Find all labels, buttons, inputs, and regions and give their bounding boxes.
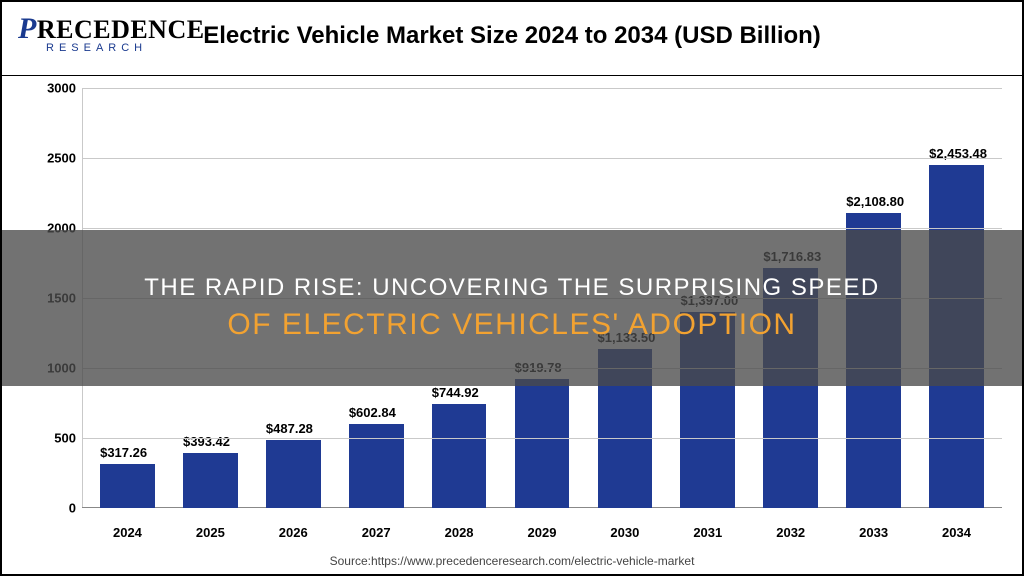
bar: $744.92 xyxy=(432,404,487,508)
chart-frame: PRECEDENCE RESEARCH Electric Vehicle Mar… xyxy=(0,0,1024,576)
x-tick-label: 2032 xyxy=(749,525,832,540)
x-tick-label: 2024 xyxy=(86,525,169,540)
bar: $393.42 xyxy=(183,453,238,508)
x-tick-label: 2029 xyxy=(501,525,584,540)
x-tick-label: 2027 xyxy=(335,525,418,540)
grid-line xyxy=(82,158,1002,159)
header: PRECEDENCE RESEARCH Electric Vehicle Mar… xyxy=(2,2,1022,76)
bar: $317.26 xyxy=(100,464,155,508)
headline-overlay: THE RAPID RISE: UNCOVERING THE SURPRISIN… xyxy=(2,230,1022,386)
headline-line-1: THE RAPID RISE: UNCOVERING THE SURPRISIN… xyxy=(144,274,880,302)
x-tick-label: 2026 xyxy=(252,525,335,540)
y-tick-label: 0 xyxy=(69,501,76,516)
bar: $487.28 xyxy=(266,440,321,508)
x-tick-label: 2033 xyxy=(832,525,915,540)
bar-value-label: $744.92 xyxy=(432,385,479,400)
x-tick-label: 2031 xyxy=(666,525,749,540)
bar-value-label: $487.28 xyxy=(266,421,313,436)
headline-line-2: OF ELECTRIC VEHICLES' ADOPTION xyxy=(227,308,796,342)
bar-value-label: $393.42 xyxy=(183,434,230,449)
grid-line xyxy=(82,88,1002,89)
x-ticks-row: 2024202520262027202820292030203120322033… xyxy=(82,525,1002,540)
grid-line xyxy=(82,228,1002,229)
chart-title: Electric Vehicle Market Size 2024 to 203… xyxy=(2,22,1022,50)
x-tick-label: 2034 xyxy=(915,525,998,540)
grid-line xyxy=(82,438,1002,439)
bar: $919.78 xyxy=(515,379,570,508)
y-tick-label: 3000 xyxy=(47,81,76,96)
y-tick-label: 500 xyxy=(54,431,76,446)
x-tick-label: 2028 xyxy=(418,525,501,540)
x-tick-label: 2025 xyxy=(169,525,252,540)
x-tick-label: 2030 xyxy=(583,525,666,540)
bar-value-label: $317.26 xyxy=(100,445,147,460)
y-tick-label: 2500 xyxy=(47,150,76,165)
bar: $602.84 xyxy=(349,424,404,508)
bar-value-label: $602.84 xyxy=(349,405,396,420)
bar-value-label: $2,108.80 xyxy=(846,194,904,209)
source-text: Source:https://www.precedenceresearch.co… xyxy=(2,554,1022,568)
